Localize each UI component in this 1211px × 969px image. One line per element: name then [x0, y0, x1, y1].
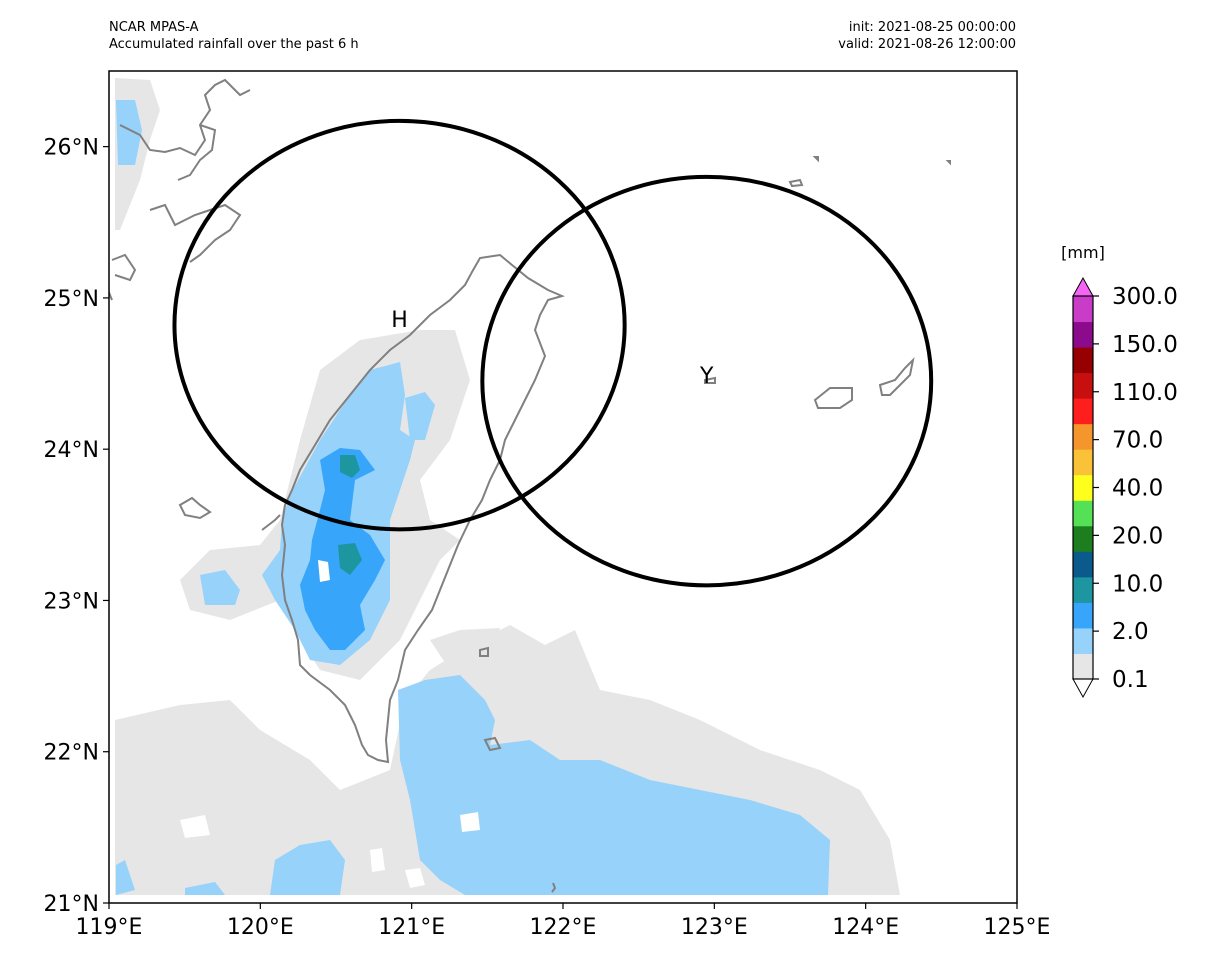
lat-tick-label: 24°N — [44, 438, 99, 463]
circle-center-label: H — [391, 308, 408, 333]
lat-tick-label: 26°N — [44, 136, 99, 161]
colorbar-bin — [1073, 602, 1093, 629]
small-island-b — [812, 156, 819, 163]
penghu-islands — [178, 496, 212, 520]
lon-tick-label: 124°E — [832, 915, 899, 940]
colorbar-bin — [1073, 627, 1093, 654]
colorbar-bin — [1073, 423, 1093, 450]
radius-circle-h — [172, 118, 627, 532]
model-name: NCAR MPAS-A — [109, 20, 199, 35]
small-island-a — [788, 178, 804, 188]
colorbar-label: 10.0 — [1112, 571, 1163, 597]
colorbar: 0.1 2.0 10.0 20.0 40.0 70.0 110.0 150.0 300.0 [mm… — [1061, 243, 1178, 699]
colorbar-label: 20.0 — [1112, 523, 1163, 549]
colorbar-bin — [1073, 500, 1093, 527]
china-coastline — [109, 78, 251, 301]
longitude-axis: 119°E 120°E 121°E 122°E 123°E 124°E 125°E — [76, 903, 1051, 940]
colorbar-label: 150.0 — [1112, 332, 1178, 358]
lon-tick-label: 120°E — [227, 915, 294, 940]
colorbar-label: 2.0 — [1112, 619, 1149, 645]
latitude-axis: 21°N 22°N 23°N 24°N 25°N 26°N — [44, 136, 109, 917]
lat-tick-label: 21°N — [44, 892, 99, 917]
lat-tick-label: 22°N — [44, 741, 99, 766]
yonaguni-island — [704, 376, 716, 384]
colorbar-bin — [1073, 653, 1093, 680]
colorbar-bin — [1073, 296, 1093, 323]
colorbar-label: 70.0 — [1112, 428, 1163, 454]
colorbar-label: 40.0 — [1112, 476, 1163, 502]
radius-circles: HY — [172, 118, 934, 588]
init-time: init: 2021-08-25 00:00:00 — [848, 20, 1016, 35]
colorbar-label: 110.0 — [1112, 380, 1178, 406]
miyako-island — [878, 356, 915, 396]
lat-tick-label: 23°N — [44, 589, 99, 614]
lon-tick-label: 125°E — [984, 915, 1051, 940]
radius-circle-y — [480, 174, 934, 588]
rainfall-field — [109, 78, 951, 895]
small-island-d — [551, 882, 557, 893]
circle-center-label: Y — [699, 364, 714, 389]
colorbar-label: 0.1 — [1112, 667, 1149, 693]
colorbar-bin — [1073, 398, 1093, 425]
colorbar-bin — [1073, 449, 1093, 476]
lon-tick-label: 119°E — [76, 915, 143, 940]
plot-description: Accumulated rainfall over the past 6 h — [109, 37, 359, 52]
colorbar-unit: [mm] — [1061, 243, 1105, 262]
taiwan-coastline — [280, 253, 565, 764]
colorbar-bin — [1073, 347, 1093, 374]
colorbar-label: 300.0 — [1112, 284, 1178, 310]
colorbar-bin — [1073, 525, 1093, 552]
rain-gaps — [180, 560, 480, 888]
colorbar-extend-high — [1072, 276, 1094, 297]
lon-tick-label: 123°E — [681, 915, 748, 940]
valid-time: valid: 2021-08-26 12:00:00 — [838, 37, 1016, 52]
lanyu-island — [479, 646, 489, 657]
plot-header-left: NCAR MPAS-A Accumulated rainfall over th… — [109, 19, 359, 53]
colorbar-bin — [1073, 321, 1093, 348]
colorbar-bin — [1073, 474, 1093, 501]
green-island — [483, 736, 502, 752]
rain-contour-high — [338, 455, 362, 575]
plot-header-right: init: 2021-08-25 00:00:00 valid: 2021-08… — [838, 19, 1016, 53]
colorbar-extend-low — [1072, 678, 1094, 699]
lon-tick-label: 122°E — [530, 915, 597, 940]
kinmen-island — [261, 514, 281, 531]
colorbar-bin — [1073, 551, 1093, 578]
ishigaki-island — [813, 387, 853, 409]
colorbar-bin — [1073, 372, 1093, 399]
colorbar-bin — [1073, 576, 1093, 603]
small-island-c — [945, 160, 951, 166]
lat-tick-label: 25°N — [44, 287, 99, 312]
coastlines — [109, 78, 951, 893]
lon-tick-label: 121°E — [378, 915, 445, 940]
